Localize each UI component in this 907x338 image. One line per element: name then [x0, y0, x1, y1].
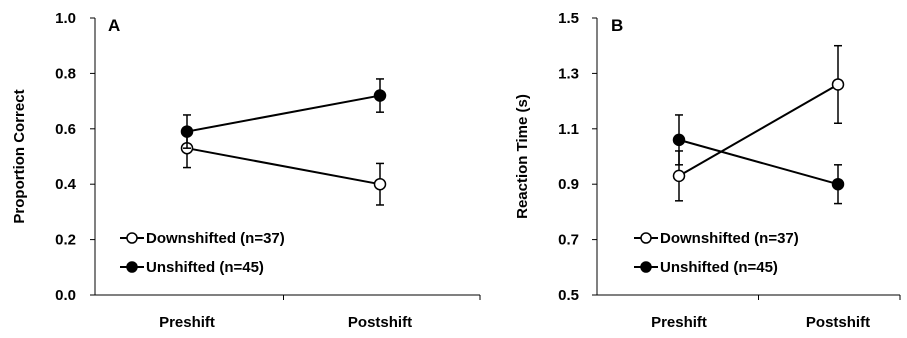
legend-label: Downshifted (n=37) [146, 230, 285, 247]
y-axis-title: Reaction Time (s) [514, 94, 531, 219]
data-point [831, 78, 845, 91]
y-tick-label: 0.5 [558, 287, 579, 304]
data-point [373, 89, 387, 102]
panel-letter: B [611, 16, 623, 35]
y-tick-label: 0.8 [55, 65, 76, 82]
legend-label: Unshifted (n=45) [660, 259, 778, 276]
data-point [373, 177, 387, 191]
y-axis-title: Proportion Correct [11, 89, 28, 223]
legend-label: Unshifted (n=45) [146, 259, 264, 276]
y-tick-label: 1.5 [558, 10, 579, 27]
y-tick-label: 0.9 [558, 176, 579, 193]
y-tick-label: 1.1 [558, 121, 579, 138]
panel-a: 0.0 0.2 0.4 0.6 0.8 1.0 Preshift Postshift Propo… [11, 10, 481, 331]
panel-b: 0.5 0.7 0.9 1.1 1.3 1.5 Preshift Postshift React… [514, 10, 901, 331]
x-tick-label: Preshift [159, 314, 215, 331]
data-point [831, 177, 845, 191]
x-tick-label: Postshift [806, 314, 870, 331]
y-tick-label: 0.7 [558, 232, 579, 249]
series-line [186, 94, 381, 133]
y-tick-label: 0.2 [55, 232, 76, 249]
x-tick-label: Postshift [348, 314, 412, 331]
data-point [672, 133, 686, 147]
x-tick-label: Preshift [651, 314, 707, 331]
y-tick-label: 0.4 [55, 176, 77, 193]
legend-label: Downshifted (n=37) [660, 230, 799, 247]
data-point [672, 169, 686, 183]
y-tick-label: 1.3 [558, 65, 579, 82]
y-tick-label: 0.0 [55, 287, 76, 304]
legend-marker [126, 261, 138, 273]
y-tick-label: 1.0 [55, 10, 76, 27]
y-tick-label: 0.6 [55, 121, 76, 138]
data-point [180, 125, 194, 138]
series-line [678, 138, 839, 186]
series-line [678, 83, 839, 177]
legend-marker [640, 261, 652, 273]
legend-marker [640, 232, 652, 244]
panel-letter: A [108, 16, 120, 35]
series-line [186, 147, 381, 186]
legend-marker [126, 232, 138, 244]
